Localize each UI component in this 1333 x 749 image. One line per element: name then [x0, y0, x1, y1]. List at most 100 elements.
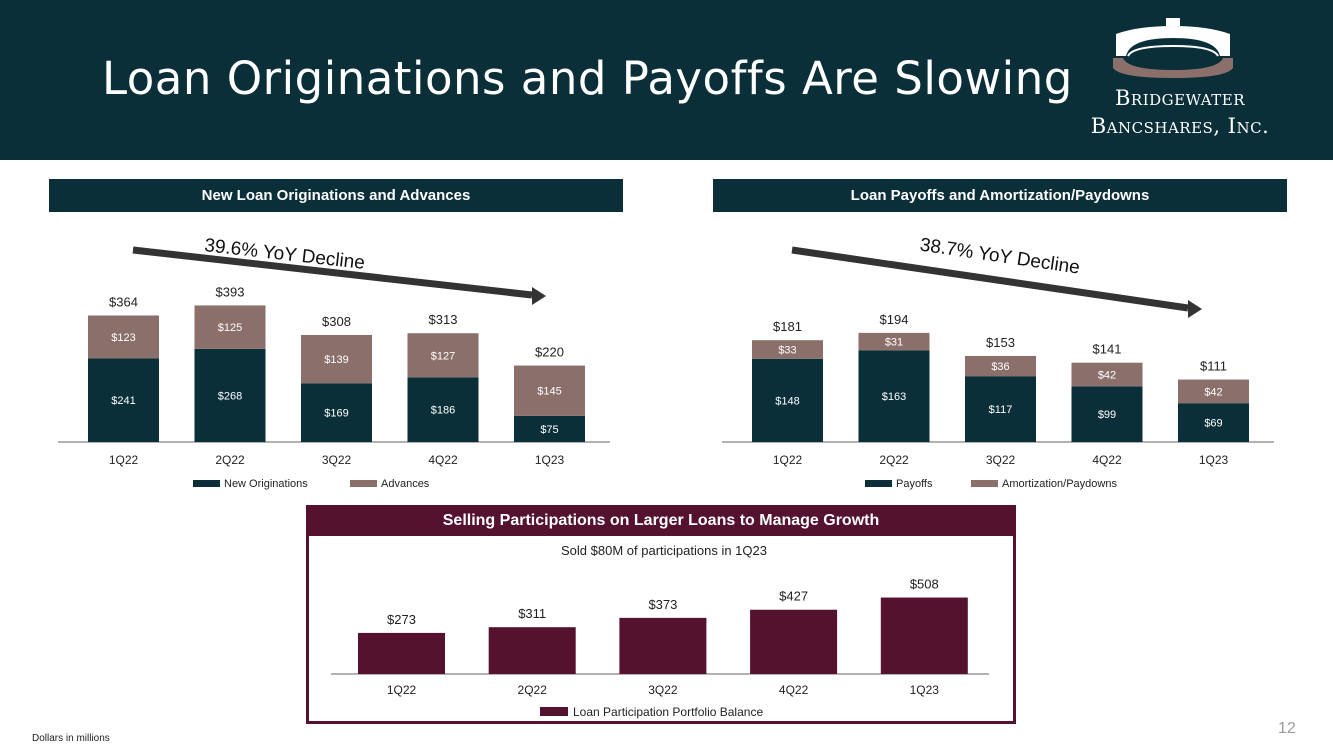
bar-payoffs-1q22 [752, 358, 823, 442]
bar-participation-4q22 [750, 609, 838, 674]
logo-text-line1: Bridgewater [1114, 86, 1246, 110]
legend-swatch [350, 480, 377, 487]
data-label: $36 [991, 361, 1009, 373]
bar-advances-1q22 [88, 315, 159, 359]
bar-advances-3q22 [301, 334, 372, 384]
x-tick-label: 3Q22 [648, 683, 678, 697]
legend-swatch [540, 707, 568, 716]
data-label: $169 [324, 408, 348, 420]
data-label: $125 [218, 322, 242, 334]
x-tick-label: 3Q22 [322, 453, 352, 467]
bar-payoffs-4q22 [1071, 386, 1143, 442]
trend-arrow [791, 246, 1189, 312]
header-bar [0, 0, 1333, 160]
x-tick-label: 1Q22 [109, 453, 139, 467]
total-label: $393 [216, 284, 245, 299]
bar-participation-2q22 [488, 627, 576, 674]
total-label: $508 [910, 577, 939, 592]
company-logo: Bridgewater Bancshares, Inc. [1060, 14, 1300, 144]
total-label: $373 [648, 597, 677, 612]
payoffs-chart-title: Loan Payoffs and Amortization/Paydowns [713, 179, 1287, 212]
originations-chart-title: New Loan Originations and Advances [49, 179, 623, 212]
bar-amortization-paydowns-1q23 [1178, 379, 1249, 404]
bar-payoffs-3q22 [965, 376, 1036, 442]
total-label: $141 [1093, 342, 1122, 357]
data-label: $127 [431, 350, 455, 362]
bar-new-originations-2q22 [194, 348, 266, 442]
data-label: $69 [1204, 418, 1222, 430]
total-label: $220 [535, 345, 564, 360]
data-label: $241 [111, 395, 135, 407]
x-tick-label: 2Q22 [518, 683, 548, 697]
total-label: $181 [773, 319, 802, 334]
total-label: $111 [1200, 359, 1227, 374]
data-label: $123 [111, 332, 135, 344]
trend-arrow-head [532, 287, 546, 305]
data-label: $99 [1098, 409, 1116, 421]
x-tick-label: 1Q22 [773, 453, 803, 467]
payoffs-chart: $148 $33 $181 1Q22 $163 $31 $194 2Q22 $117 $36 $15… [722, 235, 1274, 490]
bar-payoffs-2q22 [858, 350, 930, 442]
total-label: $308 [322, 314, 351, 329]
data-label: $75 [540, 424, 558, 436]
total-label: $273 [387, 612, 416, 627]
x-tick-label: 4Q22 [428, 453, 458, 467]
x-tick-label: 1Q22 [387, 683, 417, 697]
data-label: $148 [775, 395, 799, 407]
bar-participation-3q22 [619, 617, 707, 674]
bar-new-originations-1q23 [514, 415, 585, 442]
bar-participation-1q23 [880, 597, 968, 674]
total-label: $311 [518, 606, 546, 621]
data-label: $145 [537, 386, 561, 398]
bar-advances-4q22 [407, 333, 479, 378]
data-label: $42 [1098, 370, 1116, 382]
total-label: $194 [880, 312, 909, 327]
bar-advances-1q23 [514, 365, 585, 416]
x-tick-label: 1Q23 [535, 453, 565, 467]
data-label: $268 [218, 390, 242, 402]
bar-amortization-paydowns-1q22 [752, 340, 823, 359]
bar-amortization-paydowns-4q22 [1071, 362, 1143, 387]
originations-chart: $241 $123 $364 1Q22 $268 $125 $393 2Q22 $169 $139… [58, 235, 610, 490]
legend-swatch [865, 480, 892, 487]
data-label: $163 [882, 391, 906, 403]
bar-amortization-paydowns-2q22 [858, 332, 930, 351]
total-label: $364 [109, 295, 138, 310]
legend-swatch [193, 480, 220, 487]
total-label: $427 [779, 589, 808, 604]
data-label: $186 [431, 405, 455, 417]
logo-text-line2: Bancshares, Inc. [1090, 114, 1270, 138]
bridge-logo-icon [1113, 18, 1233, 78]
legend-label: Loan Participation Portfolio Balance [573, 705, 763, 719]
legend-label: New Originations [224, 478, 308, 490]
x-tick-label: 1Q23 [910, 683, 940, 697]
x-tick-label: 4Q22 [779, 683, 809, 697]
trend-arrow [132, 246, 533, 299]
total-label: $153 [986, 335, 1015, 350]
page-title: Loan Originations and Payoffs Are Slowin… [102, 52, 1073, 105]
bar-new-originations-1q22 [88, 358, 159, 442]
legend-label: Payoffs [896, 478, 933, 490]
participations-chart-title: Selling Participations on Larger Loans t… [306, 505, 1016, 536]
x-tick-label: 1Q23 [1199, 453, 1229, 467]
legend-label: Amortization/Paydowns [1002, 478, 1117, 490]
bar-amortization-paydowns-3q22 [965, 355, 1036, 377]
bar-new-originations-4q22 [407, 377, 479, 442]
bar-participation-1q22 [358, 632, 445, 674]
participations-chart: Sold $80M of participations in 1Q23 $273 1… [331, 543, 989, 719]
data-label: $117 [989, 404, 1013, 416]
data-label: $33 [778, 344, 796, 356]
bar-new-originations-3q22 [301, 383, 372, 442]
legend-swatch [971, 480, 998, 487]
legend-label: Advances [381, 478, 430, 490]
x-tick-label: 2Q22 [879, 453, 909, 467]
x-tick-label: 4Q22 [1092, 453, 1122, 467]
x-tick-label: 3Q22 [986, 453, 1016, 467]
trend-arrow-head [1188, 300, 1202, 318]
data-label: $31 [885, 337, 903, 349]
participations-subtitle: Sold $80M of participations in 1Q23 [561, 543, 767, 558]
footnote: Dollars in millions [32, 733, 110, 744]
data-label: $42 [1204, 386, 1222, 398]
data-label: $139 [324, 354, 348, 366]
bar-payoffs-1q23 [1178, 403, 1249, 442]
